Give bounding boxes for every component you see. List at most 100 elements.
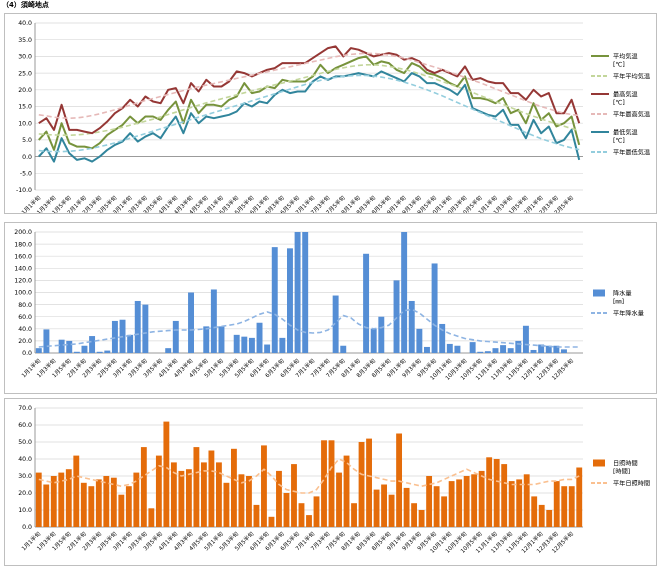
bar — [336, 472, 342, 527]
bar — [127, 334, 134, 353]
bar — [388, 494, 395, 527]
legend-label-unit: [時間] — [613, 469, 630, 476]
bar — [321, 440, 327, 527]
series-line — [38, 45, 581, 135]
bar — [313, 496, 320, 527]
series-line — [38, 52, 580, 119]
bar — [73, 455, 80, 527]
legend-label-unit: [㎜] — [613, 299, 624, 306]
bar — [111, 320, 118, 353]
bar — [561, 486, 568, 527]
legend-label-unit: [℃] — [613, 62, 625, 69]
bar — [515, 340, 522, 353]
y-tick-label: 35.0 — [18, 37, 32, 44]
precipitation-chart: 0.0 20.0 40.0 60.0 80.0 100.0 120.0 140.0 160.0 1… — [14, 229, 644, 382]
y-tick-label: 120.0 — [14, 278, 32, 285]
sunshine-chart: 0.010.020.030.040.050.060.070.01月1半旬1月3半… — [18, 405, 650, 555]
bar — [253, 504, 260, 527]
bar — [73, 351, 80, 353]
bar — [208, 450, 215, 527]
bar — [568, 486, 575, 527]
bar — [142, 304, 149, 353]
y-tick-label: 70.0 — [18, 405, 32, 412]
bar — [553, 345, 560, 353]
bar — [516, 479, 523, 527]
bar — [456, 479, 463, 527]
bar — [248, 337, 255, 353]
bar — [522, 325, 529, 353]
bar — [231, 448, 237, 527]
page-title: （4）須崎地点 — [2, 1, 49, 9]
legend-label: 最高気温 — [613, 91, 638, 99]
bar — [163, 421, 170, 527]
bar — [403, 487, 410, 527]
legend-swatch — [593, 459, 605, 467]
legend-label: 最低気温 — [613, 129, 638, 137]
bar — [431, 263, 438, 353]
bar — [233, 334, 240, 353]
bar — [43, 484, 50, 527]
y-tick-label: 40.0 — [18, 456, 32, 463]
bar — [381, 484, 387, 527]
bar — [133, 472, 140, 527]
bar — [89, 336, 96, 353]
bar — [35, 472, 42, 527]
bar — [66, 340, 73, 353]
bar — [358, 442, 365, 527]
bar — [469, 342, 476, 353]
bar — [424, 346, 430, 353]
bar — [283, 493, 290, 527]
y-tick-label: 25.0 — [18, 70, 32, 77]
legend-label-unit: [℃] — [613, 138, 625, 145]
sunshine-chart-panel: 0.0 10.0 20.0 30.0 40.0 50.0 60.0 70.0 1月1半旬 1月3半… — [4, 398, 657, 566]
bar — [463, 476, 470, 527]
bar — [523, 474, 530, 527]
bar — [332, 295, 339, 353]
bar — [148, 508, 155, 527]
y-tick-label: 60.0 — [18, 314, 32, 321]
bar — [170, 462, 177, 527]
y-tick-label: 180.0 — [14, 241, 32, 248]
bar — [401, 232, 408, 353]
bar — [492, 348, 499, 353]
legend-label: 平年降水量 — [613, 310, 644, 318]
bar — [343, 455, 350, 527]
bar — [393, 280, 400, 353]
legend-label: 平年最高気温 — [613, 111, 650, 119]
bar — [454, 345, 461, 353]
bar — [110, 477, 117, 527]
bar — [486, 457, 493, 527]
bar — [287, 248, 293, 353]
bar — [396, 433, 403, 527]
bar — [238, 474, 245, 527]
y-tick-label: 20.0 — [18, 338, 32, 345]
series-line — [38, 308, 580, 348]
bar — [538, 344, 545, 353]
bar — [58, 472, 65, 527]
bar — [58, 339, 65, 353]
bar — [553, 481, 560, 527]
bar — [446, 343, 453, 353]
bar — [501, 464, 508, 527]
bar — [298, 503, 305, 527]
bar — [433, 486, 440, 527]
series-line — [38, 458, 580, 494]
bar — [268, 516, 275, 527]
series-line — [38, 70, 581, 163]
bar — [328, 440, 335, 527]
series-line — [38, 74, 580, 153]
bar — [80, 482, 87, 527]
bar — [210, 289, 217, 353]
bar — [65, 469, 72, 527]
bar — [340, 345, 347, 353]
bar — [426, 476, 433, 527]
bar — [188, 292, 194, 353]
y-tick-label: -5.0 — [20, 171, 32, 178]
bar — [125, 486, 132, 527]
bar — [118, 494, 125, 527]
bar — [88, 486, 95, 527]
bar — [546, 510, 553, 527]
bar — [276, 470, 282, 527]
bar — [302, 232, 309, 353]
y-tick-label: 160.0 — [14, 253, 32, 260]
